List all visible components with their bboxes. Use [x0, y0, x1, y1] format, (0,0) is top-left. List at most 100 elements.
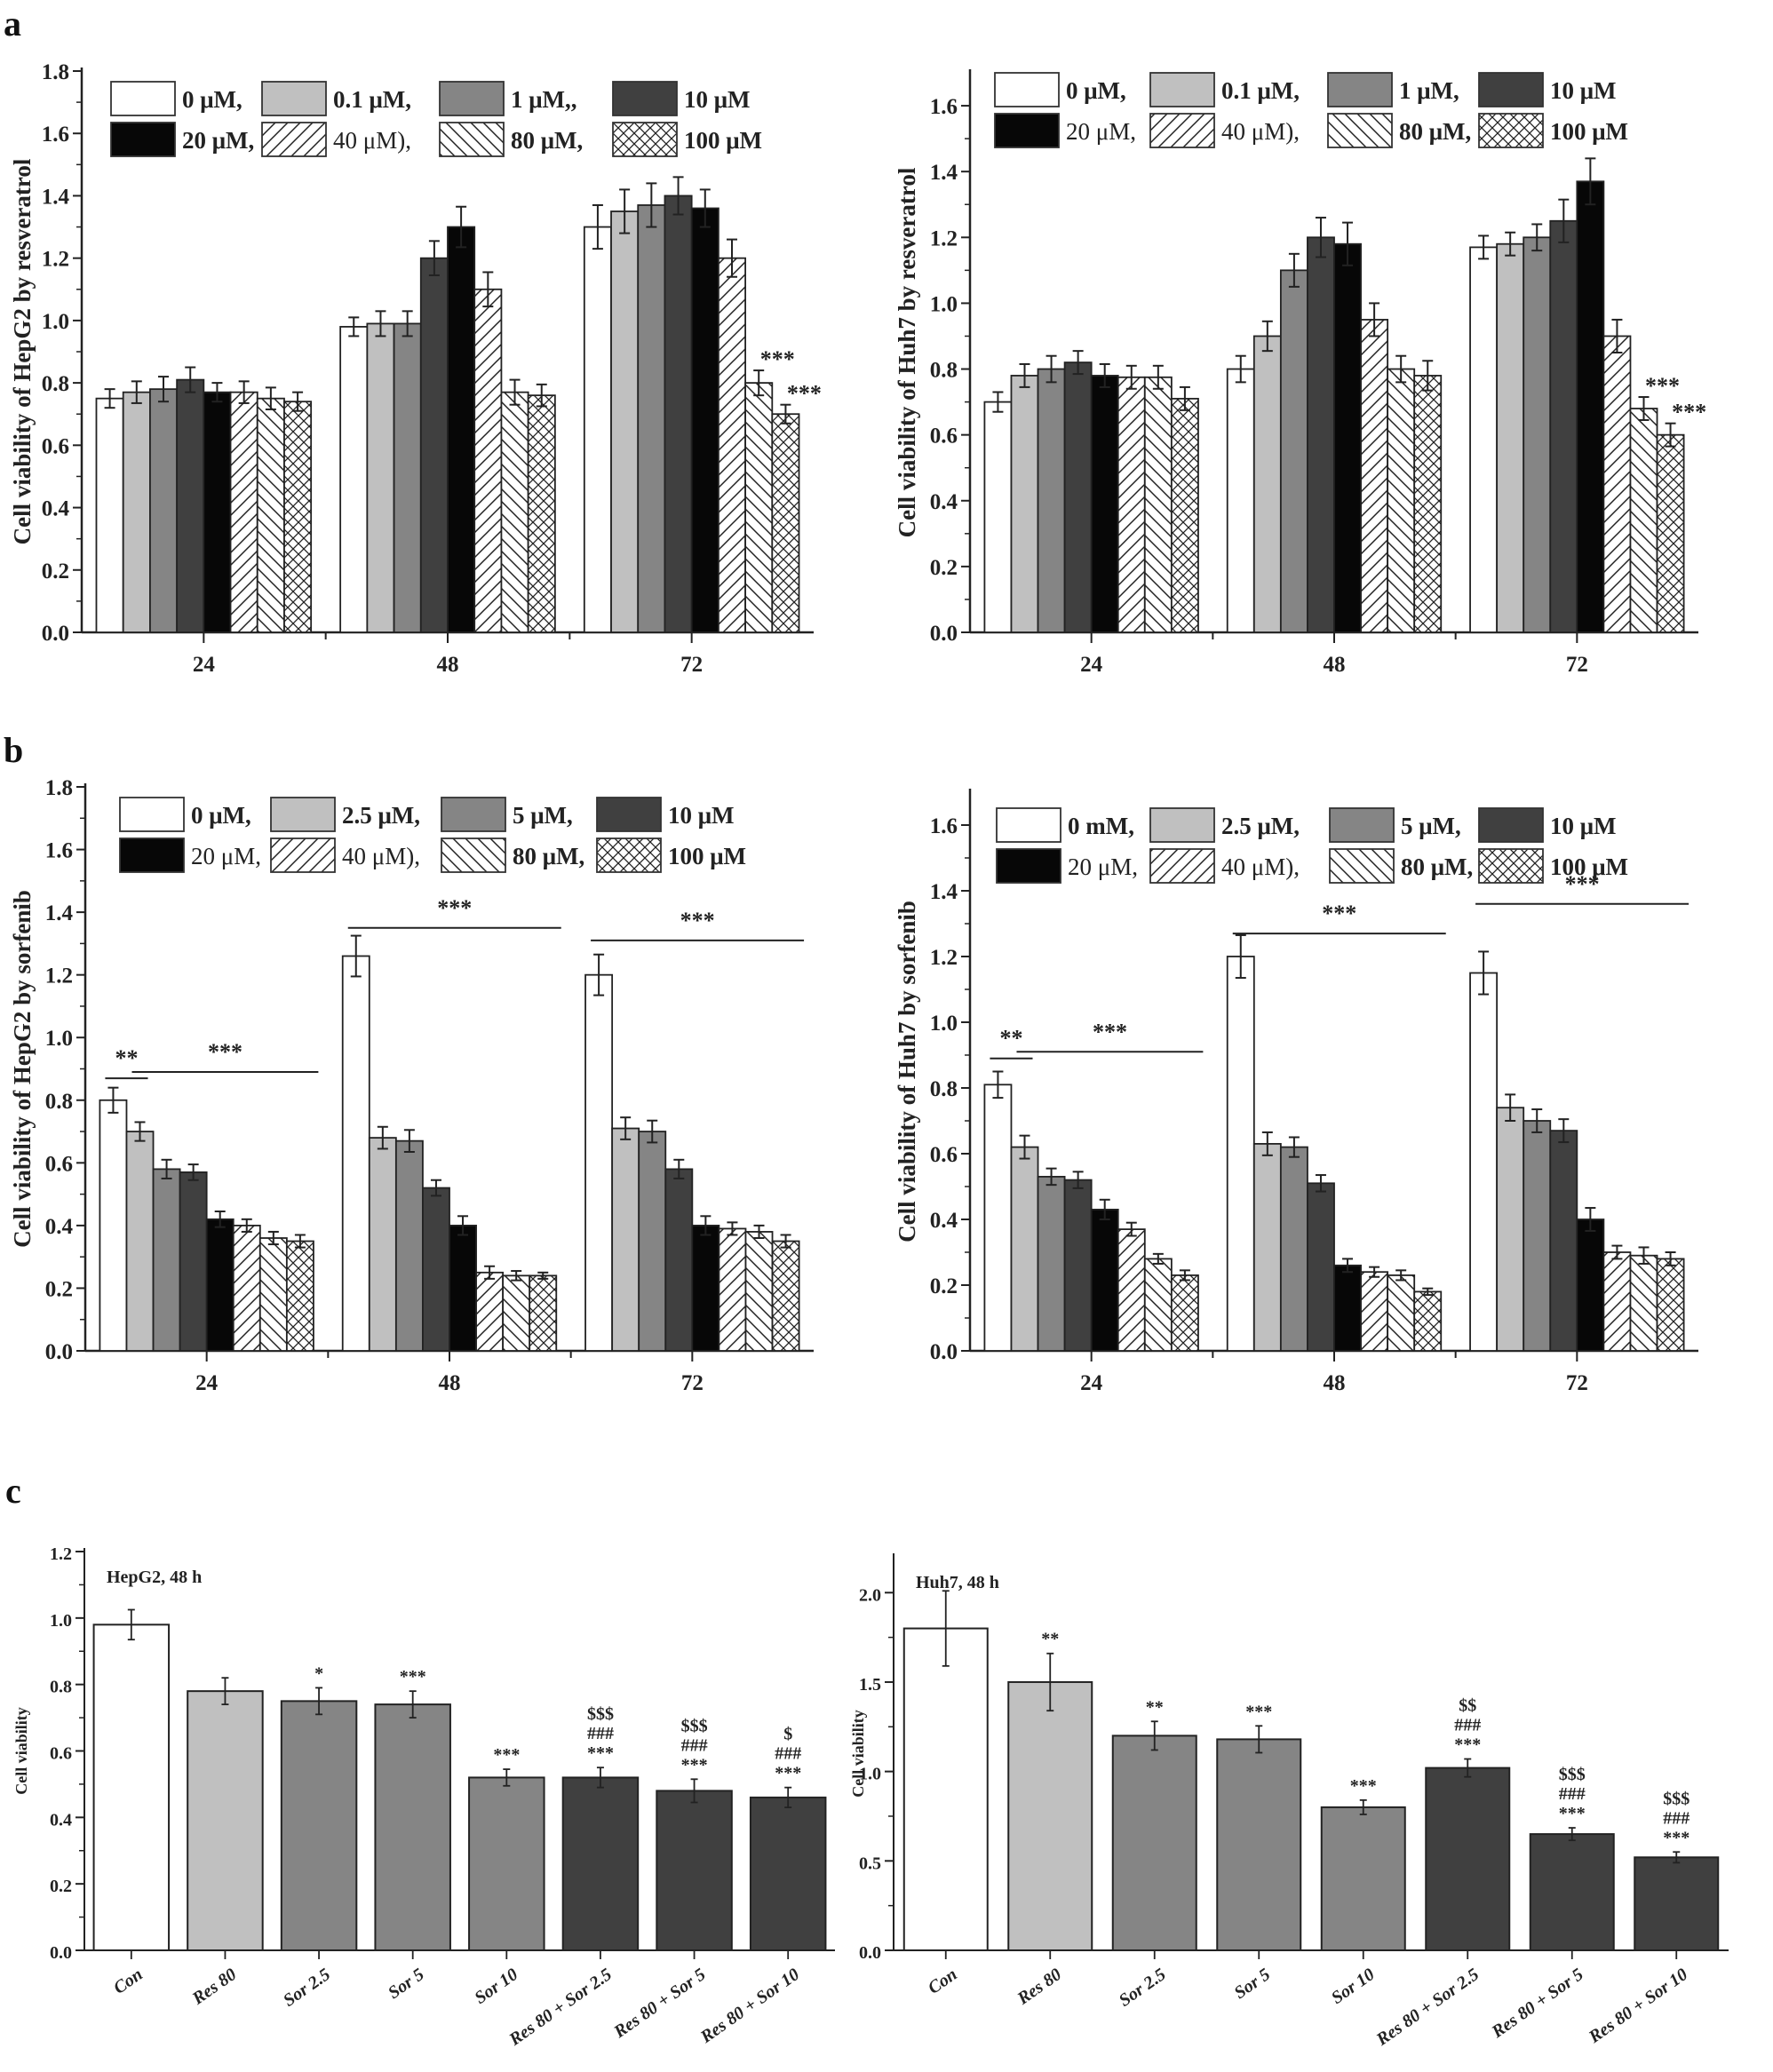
legend-swatch: [270, 838, 336, 873]
y-tick-label: 0.0: [859, 1943, 881, 1963]
significance-label: ***: [1093, 1019, 1127, 1044]
bar: [475, 1271, 505, 1352]
bar: [1496, 1107, 1525, 1352]
legend-label: 1 μM,,: [511, 86, 577, 113]
significance-label: ***: [1672, 400, 1706, 425]
bar: [1170, 397, 1199, 633]
legend-swatch: [119, 838, 185, 873]
y-tick-label: 0.2: [42, 560, 69, 583]
bar: [1063, 361, 1093, 633]
bar: [1602, 335, 1632, 633]
bar: [983, 401, 1013, 633]
x-tick-label: 48: [1324, 653, 1346, 677]
legend-label: 20 μM,: [191, 843, 261, 869]
bar: [1496, 242, 1525, 633]
legend-label: 40 μM),: [333, 127, 411, 154]
legend-label: 80 μM,: [513, 843, 584, 869]
legend-label: 1 μM,: [1399, 77, 1459, 104]
x-tick-label: 72: [681, 1371, 704, 1395]
y-tick-label: 1.5: [859, 1675, 881, 1695]
bar: [1523, 1120, 1552, 1352]
bar: [122, 391, 151, 633]
y-tick-label: 1.2: [42, 248, 69, 272]
significance-label: $$$: [587, 1704, 614, 1724]
y-tick-label: 1.0: [859, 1765, 881, 1784]
bar: [1333, 242, 1362, 633]
bar: [468, 1776, 545, 1952]
legend-swatch: [1327, 113, 1393, 148]
bar: [449, 1224, 477, 1352]
y-tick-label: 1.4: [42, 185, 70, 209]
y-tick-label: 1.0: [45, 1027, 73, 1051]
significance-label: ***: [787, 381, 822, 407]
bar: [902, 1627, 989, 1951]
x-tick-label: Con: [110, 1965, 147, 1998]
legend-swatch: [1478, 807, 1544, 843]
bar: [179, 1171, 208, 1352]
bar: [473, 288, 503, 633]
legend-swatch: [1329, 848, 1395, 884]
panel-label-c: c: [5, 1471, 21, 1511]
y-tick-label: 0.6: [930, 425, 958, 449]
bar: [1360, 1271, 1389, 1352]
bar: [1117, 376, 1146, 633]
significance-label: ###: [1454, 1716, 1481, 1735]
bar: [1387, 1274, 1416, 1352]
legend-swatch: [1149, 807, 1215, 843]
y-tick-label: 0.0: [930, 622, 958, 646]
y-tick-label: 1.0: [42, 310, 69, 334]
legend-label: 10 μM: [1550, 813, 1617, 839]
legend-label: 0 μM,: [191, 802, 251, 829]
bar: [1425, 1766, 1511, 1952]
bar: [983, 1084, 1013, 1352]
y-tick-label: 0.0: [930, 1340, 958, 1364]
bar: [1007, 1680, 1093, 1952]
x-tick-label: 72: [680, 653, 703, 677]
bar: [1529, 1833, 1615, 1951]
bar: [447, 226, 476, 633]
legend-label: 5 μM,: [1401, 813, 1461, 839]
legend-swatch: [1149, 113, 1215, 148]
legend-label: 10 μM: [684, 86, 751, 113]
x-tick-label: 24: [195, 1371, 219, 1395]
bar: [1111, 1735, 1197, 1952]
bar: [422, 1187, 450, 1352]
legend-label: 0 μM,: [182, 86, 242, 113]
y-tick-label: 0.2: [930, 556, 958, 580]
bar: [664, 194, 693, 633]
bar: [285, 1240, 314, 1352]
bar: [1576, 180, 1605, 633]
legend-label: 80 μM,: [511, 127, 583, 154]
bar: [1279, 269, 1308, 633]
bar: [610, 210, 640, 633]
legend-label: 0.1 μM,: [1221, 77, 1300, 104]
legend-swatch: [1478, 72, 1544, 107]
bar: [744, 1231, 774, 1352]
bar: [1117, 1228, 1146, 1352]
bar: [229, 391, 258, 633]
legend-swatch: [996, 807, 1061, 843]
legend-swatch: [441, 797, 506, 832]
legend-label: 10 μM: [668, 802, 735, 829]
bar: [691, 1224, 720, 1352]
x-tick-label: 48: [1324, 1371, 1346, 1395]
y-tick-label: 1.4: [45, 901, 74, 925]
bar: [1279, 1146, 1308, 1352]
significance-label: $$$: [1663, 1789, 1690, 1808]
x-tick-label: Sor 2.5: [280, 1965, 334, 2011]
legend-swatch: [1478, 848, 1544, 884]
y-tick-label: 1.6: [930, 95, 958, 119]
x-tick-label: Sor 2.5: [1116, 1965, 1170, 2011]
chart-c-left-hepg2-combo: 0.0 0.2 0.4 0.6 0.8 1.0 1.2 Cell viability HepG2…: [12, 1544, 835, 2050]
bar: [419, 257, 449, 633]
legend-swatch: [110, 81, 176, 116]
legend-swatch: [270, 797, 336, 832]
y-tick-label: 0.6: [42, 434, 69, 458]
significance-label: ###: [587, 1724, 614, 1743]
y-axis-label: Cell viability of Huh7 by sorfenib: [894, 901, 920, 1242]
y-tick-label: 0.6: [45, 1152, 73, 1176]
significance-label: ***: [1645, 373, 1680, 399]
bar: [366, 322, 395, 633]
x-tick-label: Res 80 + Sor 10: [1585, 1965, 1691, 2047]
